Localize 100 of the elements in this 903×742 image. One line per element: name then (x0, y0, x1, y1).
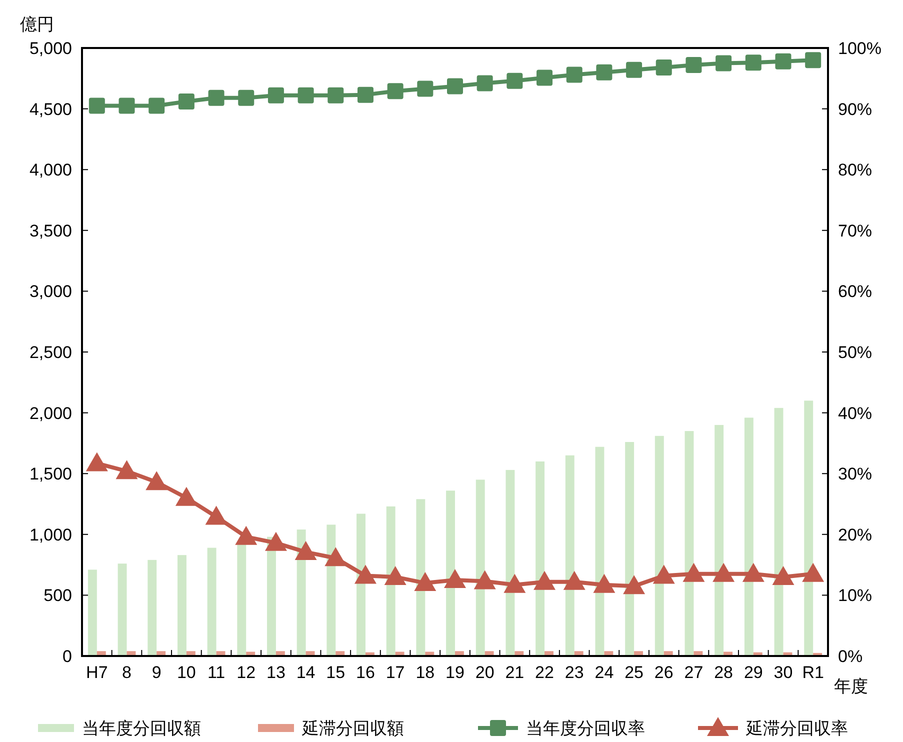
point (324, 547, 347, 566)
point (772, 566, 794, 585)
bar (714, 424, 724, 656)
x-tick-label: 23 (564, 663, 584, 682)
legend-label: 延滞分回収率 (745, 719, 848, 738)
point (775, 53, 792, 70)
point (328, 87, 344, 104)
point (623, 575, 646, 594)
bar (804, 400, 814, 656)
bar (565, 455, 574, 656)
point (178, 94, 194, 110)
point (148, 98, 165, 114)
point (444, 569, 466, 588)
point (474, 570, 496, 590)
bar (654, 436, 664, 656)
point (506, 72, 523, 89)
point (742, 562, 764, 582)
bar (177, 555, 186, 656)
point (652, 564, 675, 584)
x-tick-label: 11 (207, 663, 226, 682)
point (745, 54, 762, 71)
x-tick-label: 27 (684, 663, 704, 682)
point (116, 460, 138, 480)
x-tick-label: 24 (594, 663, 614, 682)
x-tick-label: 26 (654, 663, 674, 682)
point (238, 90, 254, 106)
y2-tick-label: 50% (838, 342, 872, 362)
point (802, 562, 824, 582)
y2-tick-label: 100% (838, 38, 882, 58)
bar (207, 548, 216, 656)
point (563, 570, 586, 590)
point (354, 564, 376, 584)
point (417, 80, 434, 97)
y-axis-title: 億円 (20, 15, 54, 34)
point (86, 452, 108, 472)
bar (148, 560, 157, 656)
y2-tick-label: 30% (838, 464, 872, 484)
y-tick-label: 0 (62, 646, 72, 666)
point (504, 574, 526, 593)
x-axis-title: 年度 (834, 677, 868, 696)
point (593, 574, 616, 593)
point (146, 471, 168, 490)
y2-tick-label: 40% (838, 404, 872, 423)
point (566, 66, 582, 83)
point (357, 86, 374, 103)
bar (237, 542, 246, 656)
bar (88, 570, 97, 656)
legend-label: 当年度分回収率 (526, 719, 645, 738)
x-tick-label: 8 (122, 663, 132, 682)
point (805, 52, 822, 68)
y2-tick-label: 60% (838, 282, 872, 302)
x-tick-label: H7 (86, 663, 108, 682)
y2-tick-label: 90% (838, 100, 872, 119)
bar (536, 461, 545, 656)
x-tick-label: 10 (176, 663, 196, 682)
point (596, 64, 612, 80)
bar (625, 442, 634, 656)
point (716, 55, 732, 72)
point (88, 98, 105, 114)
point (682, 562, 705, 582)
x-tick-label: 16 (356, 663, 375, 682)
bar (386, 506, 396, 656)
x-tick-label: 12 (236, 663, 256, 682)
y-tick-label: 500 (44, 586, 72, 606)
y2-tick-label: 20% (838, 525, 872, 544)
bar (595, 446, 604, 656)
x-tick-label: 29 (744, 663, 763, 682)
x-tick-label: 15 (326, 663, 346, 682)
y2-tick-label: 70% (838, 221, 872, 240)
bar (476, 480, 485, 656)
x-tick-label: 9 (152, 663, 162, 682)
x-tick-label: 22 (535, 663, 554, 682)
point (298, 87, 314, 104)
x-tick-label: 21 (505, 663, 524, 682)
point (656, 59, 672, 76)
bar (446, 490, 455, 656)
y-tick-label: 5,000 (29, 38, 72, 58)
x-tick-label: 19 (446, 663, 464, 682)
point (268, 87, 284, 104)
x-tick-label: 17 (386, 663, 405, 682)
y-tick-label: 3,500 (29, 221, 72, 240)
point (264, 532, 287, 551)
y2-tick-label: 0% (838, 646, 863, 666)
bar (506, 470, 515, 656)
x-tick-label: 13 (266, 663, 286, 682)
point (626, 62, 642, 78)
point (208, 90, 224, 106)
point (414, 572, 436, 592)
bar (416, 499, 426, 656)
x-tick-label: 30 (774, 663, 793, 682)
legend-label: 延滞分回収額 (301, 719, 404, 738)
point (118, 98, 135, 114)
bar (118, 564, 127, 656)
y-tick-label: 1,500 (29, 464, 72, 484)
bar (744, 418, 754, 656)
point (476, 75, 493, 92)
x-tick-label: 18 (416, 663, 435, 682)
point (175, 486, 198, 506)
point (384, 566, 406, 585)
y-tick-label: 3,000 (29, 282, 72, 302)
